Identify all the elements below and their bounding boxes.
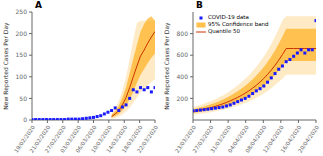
svg-text:10/03/2020: 10/03/2020 xyxy=(89,124,113,154)
svg-text:0: 0 xyxy=(23,116,27,123)
html-text:95% Confidence band: 95% Confidence band xyxy=(208,21,269,27)
svg-text:250: 250 xyxy=(16,8,28,15)
svg-text:21/02/2020: 21/02/2020 xyxy=(28,124,52,154)
svg-text:New Reported Cases Per Day: New Reported Cases Per Day xyxy=(8,22,10,110)
svg-text:400: 400 xyxy=(177,73,189,80)
svg-text:150: 150 xyxy=(16,51,28,58)
html-text:Quantile 50: Quantile 50 xyxy=(208,28,240,34)
svg-text:14/03/2020: 14/03/2020 xyxy=(105,124,129,154)
html-text:B: B xyxy=(196,0,203,10)
svg-text:27/02/2020: 27/02/2020 xyxy=(43,124,67,154)
svg-text:04/04/2020: 04/04/2020 xyxy=(226,124,250,154)
html-text:COVID-19 data: COVID-19 data xyxy=(208,14,249,20)
svg-text:31/03/2020: 31/03/2020 xyxy=(209,124,233,154)
svg-text:200: 200 xyxy=(177,95,189,102)
svg-text:08/04/2020: 08/04/2020 xyxy=(244,124,268,154)
svg-text:16/04/2020: 16/04/2020 xyxy=(279,124,303,154)
svg-text:22/03/2020: 22/03/2020 xyxy=(136,124,159,154)
svg-text:23/03/2020: 23/03/2020 xyxy=(173,124,197,154)
html-text:A: A xyxy=(35,0,42,10)
svg-text:600: 600 xyxy=(177,51,189,58)
svg-text:20/04/2020: 20/04/2020 xyxy=(297,124,315,154)
svg-text:06/03/2020: 06/03/2020 xyxy=(74,124,98,154)
svg-text:100: 100 xyxy=(16,73,28,80)
svg-text:19/02/2020: 19/02/2020 xyxy=(12,124,36,154)
svg-text:800: 800 xyxy=(177,30,189,37)
svg-text:18/03/2020: 18/03/2020 xyxy=(120,124,144,154)
svg-text:200: 200 xyxy=(16,30,28,37)
svg-text:27/03/2020: 27/03/2020 xyxy=(191,124,215,154)
svg-text:50: 50 xyxy=(19,95,27,102)
svg-text:03/03/2020: 03/03/2020 xyxy=(59,124,83,154)
svg-text:New Reported Cases Per Day: New Reported Cases Per Day xyxy=(163,22,171,110)
svg-text:12/04/2020: 12/04/2020 xyxy=(261,124,285,154)
